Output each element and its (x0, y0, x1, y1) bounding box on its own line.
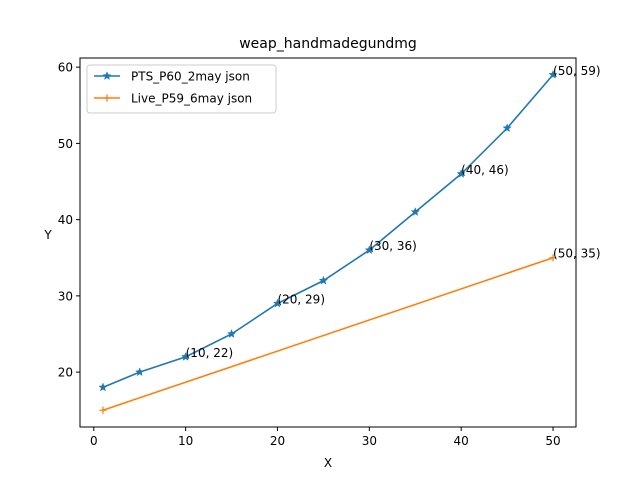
x-tick-label: 10 (178, 434, 193, 448)
data-point-plus (103, 94, 111, 102)
x-tick-label: 0 (90, 434, 98, 448)
y-tick-label: 40 (58, 213, 73, 227)
data-point-star (364, 245, 374, 255)
data-label: (10, 22) (186, 346, 234, 360)
data-point-star (102, 71, 112, 80)
y-axis-label: Y (43, 228, 52, 242)
data-point-star (135, 367, 145, 377)
legend-box (86, 64, 277, 114)
data-point-star (272, 298, 283, 308)
data-point-star (456, 168, 466, 178)
x-tick-label: 20 (270, 434, 285, 448)
x-tick-label: 40 (454, 434, 469, 448)
plot-area: 0 10 20 30 40 50 20 30 40 50 60 (10, 22) (20, 29) (30… (58, 61, 601, 448)
y-tick-label: 50 (58, 137, 73, 151)
legend: PTS_P60_2may json Live_P59_6may json (86, 64, 277, 114)
data-point-star (318, 275, 329, 285)
data-label: (50, 59) (553, 64, 601, 78)
data-point-star (502, 123, 512, 133)
data-label: (40, 46) (461, 163, 509, 177)
y-tick-label: 30 (58, 289, 73, 303)
y-tick-label: 20 (58, 366, 73, 380)
x-axis-label: X (324, 456, 332, 470)
data-point-star (180, 351, 191, 361)
x-tick-label: 30 (362, 434, 377, 448)
data-point-star (410, 207, 420, 216)
data-point-star (548, 69, 558, 79)
series-line-1 (102, 74, 554, 389)
data-point-star (98, 382, 108, 392)
data-point-plus (549, 254, 557, 262)
legend-label-2: Live_P59_6may json (131, 92, 252, 106)
data-point-star (226, 329, 237, 338)
data-label: (20, 29) (277, 292, 325, 306)
chart-title: weap_handmadegundmg (239, 36, 417, 52)
plot-frame (79, 57, 577, 428)
series-line-2 (102, 256, 554, 411)
data-point-plus (99, 406, 107, 414)
data-label: (50, 35) (553, 247, 601, 261)
legend-label-1: PTS_P60_2may json (131, 70, 250, 84)
y-tick-label: 60 (58, 61, 73, 75)
data-label: (30, 36) (369, 239, 417, 253)
x-tick-label: 50 (545, 434, 560, 448)
